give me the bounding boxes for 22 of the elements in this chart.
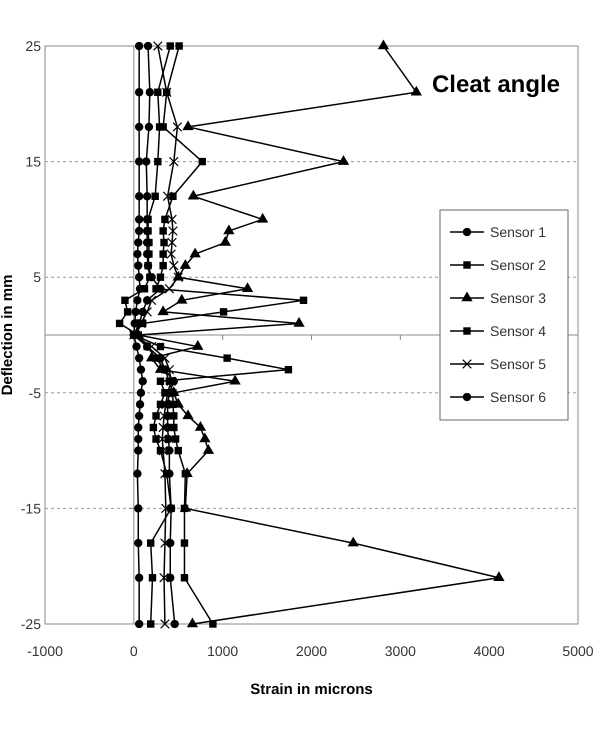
legend-label: Sensor 3 bbox=[490, 290, 546, 306]
x-tick-label: 1000 bbox=[207, 643, 238, 659]
y-tick-label: -5 bbox=[28, 384, 42, 401]
y-tick-label: -25 bbox=[20, 616, 42, 632]
y-tick-label: 5 bbox=[33, 269, 42, 286]
legend-label: Sensor 4 bbox=[490, 323, 546, 339]
x-tick-label: 0 bbox=[130, 643, 138, 659]
y-axis-title: Deflection in mm bbox=[0, 274, 16, 396]
x-tick-label: 2000 bbox=[296, 643, 328, 659]
y-tick-label: 25 bbox=[25, 38, 42, 54]
x-tick-label: 4000 bbox=[474, 643, 505, 659]
legend-label: Sensor 5 bbox=[490, 356, 546, 372]
x-tick-label: -1000 bbox=[27, 643, 64, 659]
x-tick-label: 5000 bbox=[562, 643, 594, 659]
x-axis-title: Strain in microns bbox=[250, 681, 373, 698]
x-tick-label: 3000 bbox=[384, 643, 416, 659]
annotation: Cleat angle bbox=[432, 71, 560, 98]
y-tick-label: 15 bbox=[25, 154, 42, 170]
legend-label: Sensor 2 bbox=[490, 257, 546, 273]
legend-label: Sensor 6 bbox=[490, 389, 546, 405]
y-tick-label: -15 bbox=[20, 500, 42, 516]
legend-label: Sensor 1 bbox=[490, 224, 546, 240]
